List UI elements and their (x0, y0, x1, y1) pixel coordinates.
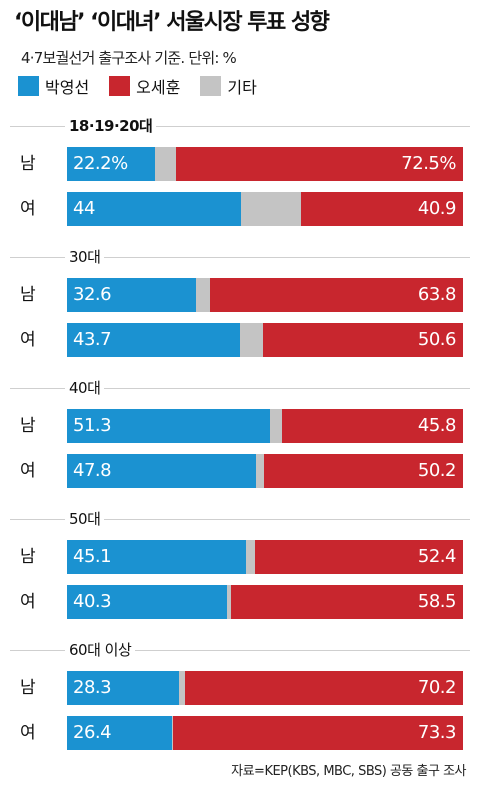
gender-label: 여 (20, 592, 36, 612)
bar-segment-park: 45.1 (67, 540, 246, 574)
legend-item-oh: 오세훈 (109, 74, 180, 98)
bar-segment-park: 32.6 (67, 278, 197, 312)
value-label-park: 45.1 (73, 546, 112, 567)
group-divider (10, 388, 470, 389)
value-label-park: 51.3 (73, 415, 112, 436)
bar-segment-oh: 45.8 (281, 409, 463, 443)
stacked-bar: 45.1 52.4 (67, 540, 463, 574)
bar-segment-oh: 40.9 (301, 192, 463, 226)
age-group-label: 40대 (65, 377, 105, 398)
gender-label: 남 (20, 547, 36, 567)
legend-item-other: 기타 (200, 74, 257, 98)
stacked-bar: 40.3 58.5 (67, 585, 463, 619)
bar-segment-other (171, 716, 173, 750)
bar-segment-other (226, 585, 232, 619)
source-note: 자료=KEP(KBS, MBC, SBS) 공동 출구 조사 (231, 764, 466, 779)
gender-label: 여 (20, 330, 36, 350)
value-label-oh: 45.8 (417, 415, 457, 436)
group-divider (10, 650, 470, 651)
value-label-park: 32.6 (73, 284, 112, 305)
bar-segment-oh: 50.2 (264, 454, 463, 488)
bar-segment-oh: 70.2 (185, 671, 463, 705)
bar-segment-oh: 72.5% (175, 147, 463, 181)
value-label-park: 44 (73, 198, 95, 219)
gender-label: 여 (20, 199, 36, 219)
value-label-oh: 63.8 (417, 284, 457, 305)
legend-label-park: 박영선 (45, 78, 90, 97)
legend-swatch-oh (109, 76, 131, 96)
gender-label: 남 (20, 285, 36, 305)
value-label-park: 47.8 (73, 460, 112, 481)
gender-label: 남 (20, 678, 36, 698)
value-label-oh: 52.4 (417, 546, 457, 567)
gender-label: 남 (20, 154, 36, 174)
value-label-park: 22.2% (73, 153, 128, 174)
group-divider (10, 257, 470, 258)
bar-segment-park: 28.3 (67, 671, 180, 705)
chart-subtitle: 4·7보궐선거 출구조사 기준. 단위: % (21, 49, 237, 67)
stacked-bar: 51.3 45.8 (67, 409, 463, 443)
bar-segment-park: 22.2% (67, 147, 155, 181)
age-group-label: 18·19·20대 (65, 115, 157, 136)
value-label-park: 28.3 (73, 677, 112, 698)
stacked-bar: 43.7 50.6 (67, 323, 463, 357)
value-label-oh: 40.9 (417, 198, 457, 219)
bar-segment-park: 40.3 (67, 585, 227, 619)
age-group-label: 60대 이상 (65, 639, 136, 660)
bar-segment-other (270, 409, 282, 443)
value-label-oh: 72.5% (401, 153, 456, 174)
value-label-park: 43.7 (73, 329, 112, 350)
bar-segment-other (196, 278, 211, 312)
legend-swatch-park (18, 76, 39, 96)
age-group-label: 30대 (65, 246, 105, 267)
bar-segment-other (179, 671, 185, 705)
bar-segment-other (256, 454, 265, 488)
bar-segment-oh: 50.6 (262, 323, 463, 357)
legend-swatch-other (200, 76, 222, 96)
bar-segment-oh: 73.3 (172, 716, 463, 750)
chart-title: ‘이대남’ ‘이대녀’ 서울시장 투표 성향 (14, 10, 330, 35)
value-label-oh: 73.3 (417, 722, 457, 743)
stacked-bar: 47.8 50.2 (67, 454, 463, 488)
bar-segment-oh: 58.5 (231, 585, 463, 619)
bar-segment-park: 44 (67, 192, 242, 226)
age-group-label: 50대 (65, 508, 105, 529)
bar-segment-park: 51.3 (67, 409, 271, 443)
legend: 박영선 오세훈 기타 (18, 75, 277, 97)
legend-item-park: 박영선 (18, 74, 89, 98)
gender-label: 여 (20, 461, 36, 481)
group-divider (10, 126, 470, 127)
bar-segment-oh: 63.8 (210, 278, 463, 312)
legend-label-other: 기타 (227, 78, 257, 97)
gender-label: 남 (20, 416, 36, 436)
value-label-oh: 58.5 (417, 591, 457, 612)
value-label-park: 40.3 (73, 591, 112, 612)
bar-segment-park: 43.7 (67, 323, 241, 357)
bar-segment-park: 47.8 (67, 454, 257, 488)
bar-segment-other (240, 323, 263, 357)
gender-label: 여 (20, 723, 36, 743)
bar-segment-other (154, 147, 176, 181)
value-label-oh: 70.2 (417, 677, 457, 698)
value-label-oh: 50.6 (417, 329, 457, 350)
stacked-bar: 44 40.9 (67, 192, 463, 226)
bar-segment-oh: 52.4 (255, 540, 463, 574)
value-label-oh: 50.2 (417, 460, 457, 481)
value-label-park: 26.4 (73, 722, 112, 743)
stacked-bar: 26.4 73.3 (67, 716, 463, 750)
group-divider (10, 519, 470, 520)
bar-segment-park: 26.4 (67, 716, 172, 750)
stacked-bar: 32.6 63.8 (67, 278, 463, 312)
stacked-bar: 28.3 70.2 (67, 671, 463, 705)
stacked-bar: 22.2% 72.5% (67, 147, 463, 181)
bar-segment-other (245, 540, 256, 574)
bar-segment-other (241, 192, 302, 226)
legend-label-oh: 오세훈 (136, 78, 181, 97)
